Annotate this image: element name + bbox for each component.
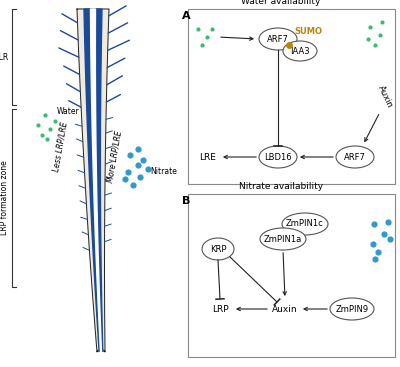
Text: More LRP/LRE: More LRP/LRE <box>106 130 124 184</box>
Text: Water: Water <box>57 108 80 116</box>
Text: Auxin: Auxin <box>272 305 298 313</box>
Text: Less LRP/LRE: Less LRP/LRE <box>51 121 69 172</box>
Ellipse shape <box>259 146 297 168</box>
Polygon shape <box>90 9 102 352</box>
Text: IAA3: IAA3 <box>290 47 310 55</box>
Ellipse shape <box>259 28 297 50</box>
Text: ZmPIN1c: ZmPIN1c <box>286 219 324 229</box>
Ellipse shape <box>283 41 317 61</box>
Polygon shape <box>84 9 103 352</box>
Text: LRE: LRE <box>200 153 216 161</box>
Ellipse shape <box>282 213 328 235</box>
Text: Water availability: Water availability <box>242 0 321 6</box>
Text: LRP formation zone: LRP formation zone <box>0 161 10 235</box>
Text: Nitrate availability: Nitrate availability <box>239 182 323 191</box>
Text: ARF7: ARF7 <box>267 34 289 44</box>
Ellipse shape <box>336 146 374 168</box>
Text: KRP: KRP <box>210 244 226 254</box>
Text: SUMO: SUMO <box>294 28 322 36</box>
Text: ZmPIN1a: ZmPIN1a <box>264 235 302 243</box>
Text: LBD16: LBD16 <box>264 153 292 161</box>
Ellipse shape <box>330 298 374 320</box>
Polygon shape <box>77 9 109 352</box>
Text: B: B <box>182 196 190 206</box>
Text: LRP: LRP <box>212 305 228 313</box>
Bar <box>188 194 395 357</box>
Text: A: A <box>182 11 191 21</box>
Ellipse shape <box>260 228 306 250</box>
Text: Emerged LR: Emerged LR <box>0 52 8 62</box>
Text: Auxin: Auxin <box>376 84 394 110</box>
Text: ARF7: ARF7 <box>344 153 366 161</box>
Bar <box>188 9 395 184</box>
Ellipse shape <box>202 238 234 260</box>
Text: ZmPIN9: ZmPIN9 <box>336 305 368 313</box>
Text: Nitrate: Nitrate <box>150 167 177 177</box>
